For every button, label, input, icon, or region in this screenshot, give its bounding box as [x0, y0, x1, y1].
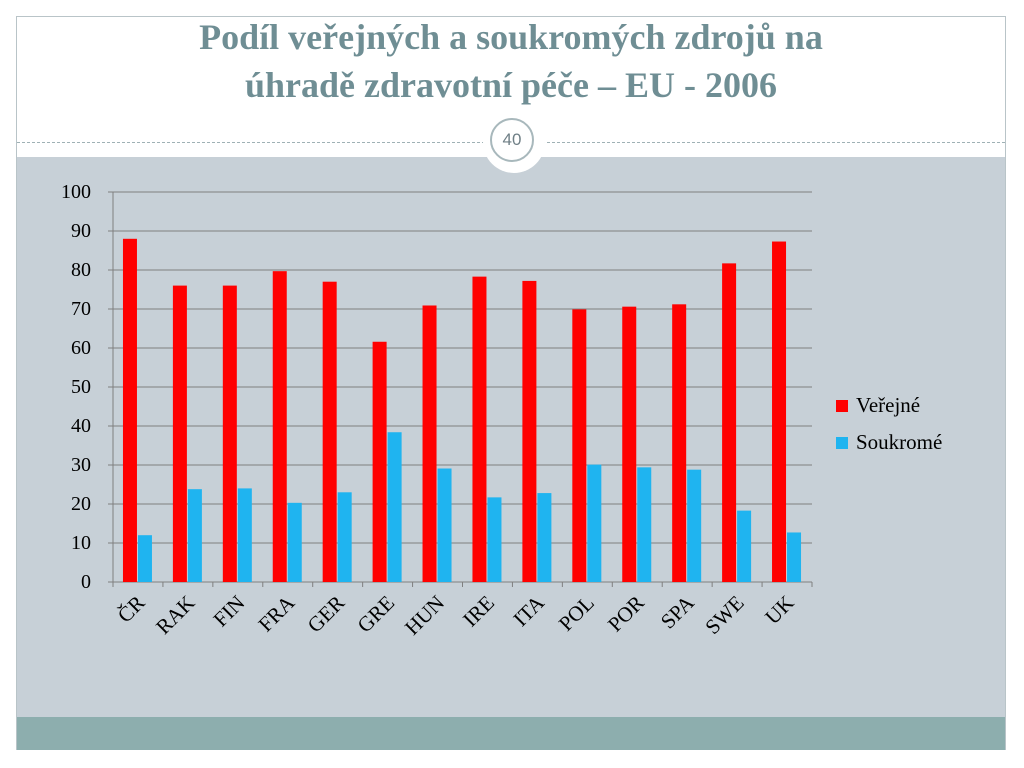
x-tick-label: ČR	[113, 591, 150, 628]
bar-private-swe	[737, 510, 752, 582]
x-tick-label: POR	[603, 591, 649, 637]
bar-private-fra	[287, 502, 302, 582]
bar-public-ita	[522, 280, 537, 582]
slide-title-line-2: úhradě zdravotní péče – EU - 2006	[245, 65, 777, 105]
legend-label-public: Veřejné	[856, 393, 920, 417]
bar-public-čr	[122, 238, 137, 583]
legend-swatch-public	[836, 400, 848, 412]
bar-private-ger	[337, 492, 352, 582]
bar-private-gre	[387, 432, 402, 582]
legend-swatch-private	[836, 437, 848, 449]
x-tick-label: IRE	[458, 591, 499, 632]
x-tick-label: ITA	[508, 590, 549, 631]
bar-public-swe	[722, 263, 737, 582]
y-tick-label: 10	[71, 532, 91, 554]
bar-public-rak	[172, 285, 187, 582]
x-tick-label: POL	[554, 591, 599, 636]
y-tick-label: 60	[71, 337, 91, 359]
y-tick-label: 50	[71, 376, 91, 398]
page-number: 40	[490, 118, 534, 162]
legend-label-private: Soukromé	[856, 430, 942, 454]
bar-public-spa	[672, 304, 687, 582]
y-tick-label: 40	[71, 415, 91, 437]
y-tick-label: 30	[71, 454, 91, 476]
y-tick-label: 0	[81, 571, 91, 593]
bar-private-rak	[187, 489, 202, 582]
y-tick-label: 100	[61, 181, 91, 203]
y-tick-label: 80	[71, 259, 91, 281]
footer-band	[17, 717, 1005, 750]
bar-public-por	[622, 306, 637, 582]
bar-public-hun	[422, 305, 437, 582]
bar-private-uk	[787, 532, 802, 582]
y-tick-label: 90	[71, 220, 91, 242]
x-tick-label: GER	[303, 591, 350, 638]
x-tick-label: GRE	[352, 591, 399, 638]
bar-public-gre	[372, 341, 387, 582]
bar-public-uk	[772, 241, 787, 582]
slide-title-line-1: Podíl veřejných a soukromých zdrojů na	[199, 17, 823, 57]
bar-private-spa	[687, 469, 702, 582]
bar-public-ger	[322, 281, 337, 582]
y-tick-label: 20	[71, 493, 91, 515]
x-tick-label: SWE	[700, 591, 748, 639]
bar-private-pol	[587, 464, 602, 582]
title-area: Podíl veřejných a soukromých zdrojů na ú…	[16, 16, 1006, 144]
bar-private-ire	[487, 497, 502, 582]
x-tick-label: SPA	[656, 590, 699, 633]
x-tick-label: FRA	[253, 590, 299, 636]
bar-private-hun	[437, 468, 452, 582]
x-tick-label: RAK	[151, 591, 199, 639]
bar-private-čr	[137, 535, 152, 582]
bar-private-fin	[237, 488, 252, 582]
x-tick-label: HUN	[400, 591, 449, 640]
bar-private-por	[637, 467, 652, 582]
x-tick-label: FIN	[208, 591, 249, 632]
y-tick-label: 70	[71, 298, 91, 320]
x-tick-label: UK	[760, 591, 798, 629]
bar-public-fin	[222, 285, 237, 582]
bar-public-pol	[572, 309, 587, 582]
bar-public-fra	[272, 271, 287, 582]
bar-public-ire	[472, 276, 487, 582]
bar-private-ita	[537, 493, 552, 582]
